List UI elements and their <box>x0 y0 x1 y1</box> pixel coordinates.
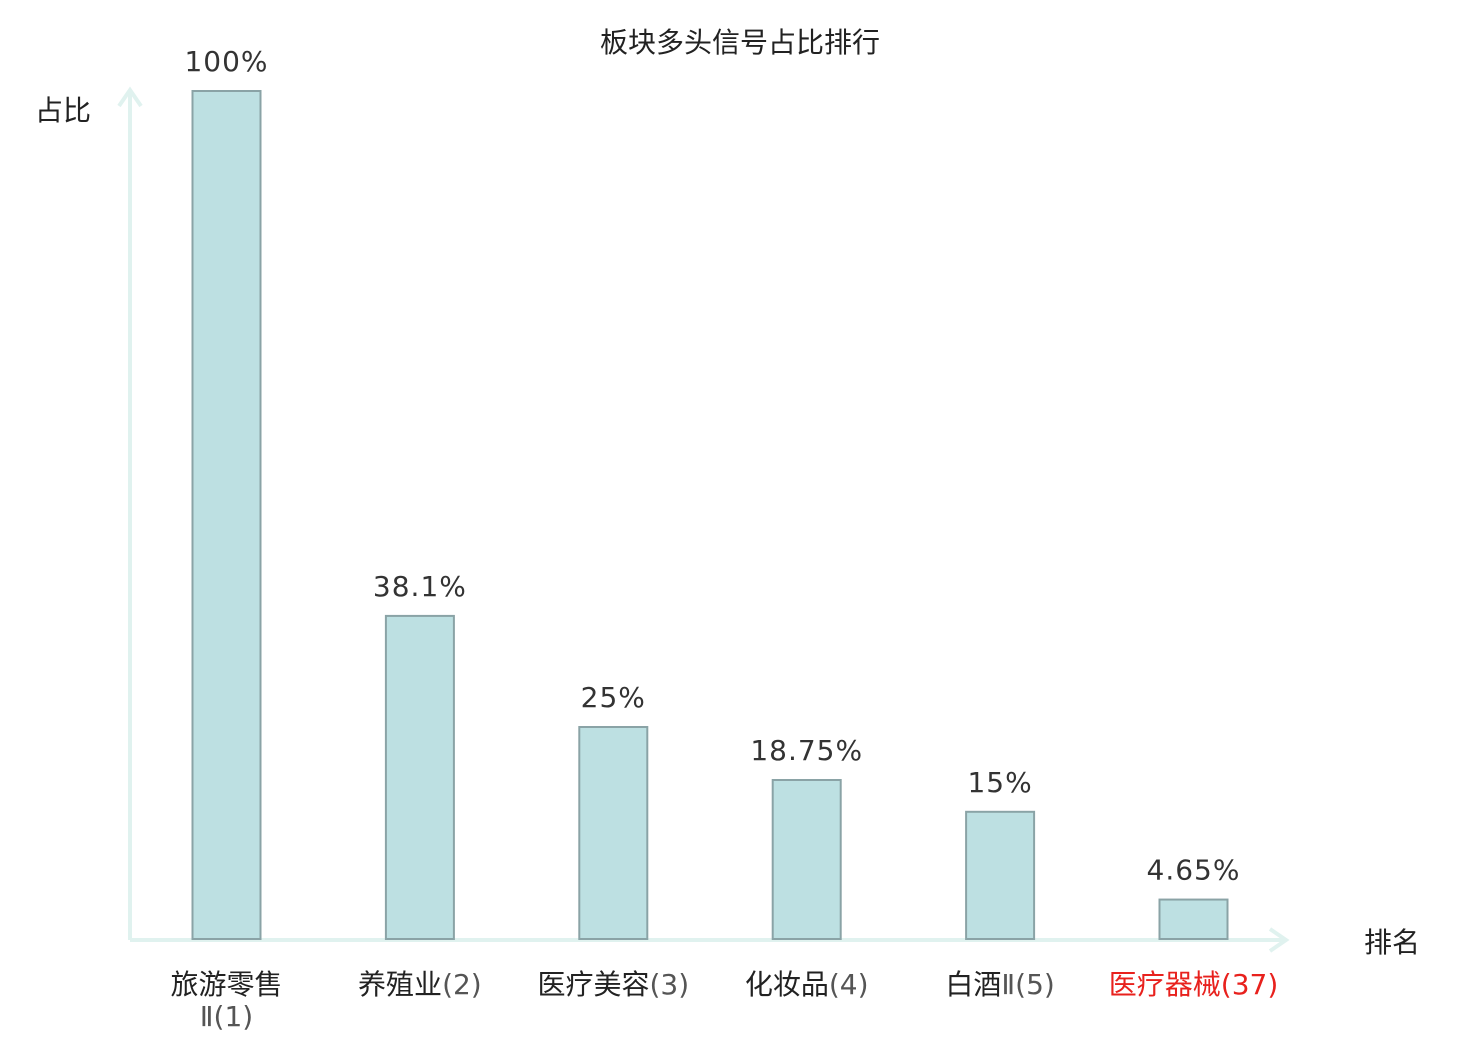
x-axis-label: 排名 <box>1364 926 1420 959</box>
bar-3 <box>578 726 649 940</box>
bars-group <box>191 90 1229 940</box>
y-axis-arrow-icon <box>117 86 143 108</box>
category-label-2: 养殖业(2) <box>358 968 482 1001</box>
value-label-1: 100% <box>184 45 268 78</box>
category-label-5: 白酒Ⅱ(5) <box>945 968 1054 1001</box>
value-label-3: 25% <box>581 681 646 714</box>
category-label-4: 化妆品(4) <box>745 968 869 1001</box>
bar-1 <box>191 90 262 940</box>
axes <box>117 86 1290 953</box>
value-label-6: 4.65% <box>1147 854 1241 887</box>
bar-5 <box>965 810 1036 940</box>
value-labels-group: 100% 38.1% 25% 18.75% 15% 4.65% <box>184 45 1241 887</box>
category-label-1: 旅游零售 Ⅱ(1) <box>170 968 282 1033</box>
bar-2 <box>384 614 455 940</box>
value-label-4: 18.75% <box>750 734 863 767</box>
category-label-6: 医疗器械(37) <box>1109 968 1279 1001</box>
x-axis-arrow-icon <box>1268 927 1290 953</box>
category-label-3: 医疗美容(3) <box>537 968 689 1001</box>
bar-6 <box>1158 898 1229 940</box>
value-label-2: 38.1% <box>373 570 467 603</box>
category-labels-group: 旅游零售 Ⅱ(1) 养殖业(2) 医疗美容(3) 化妆品(4) 白酒Ⅱ(5) 医疗器械(37… <box>170 968 1278 1033</box>
chart-title: 板块多头信号占比排行 <box>600 26 880 59</box>
value-label-5: 15% <box>967 766 1032 799</box>
y-axis-label: 占比 <box>35 94 91 127</box>
bar-4 <box>771 779 842 940</box>
